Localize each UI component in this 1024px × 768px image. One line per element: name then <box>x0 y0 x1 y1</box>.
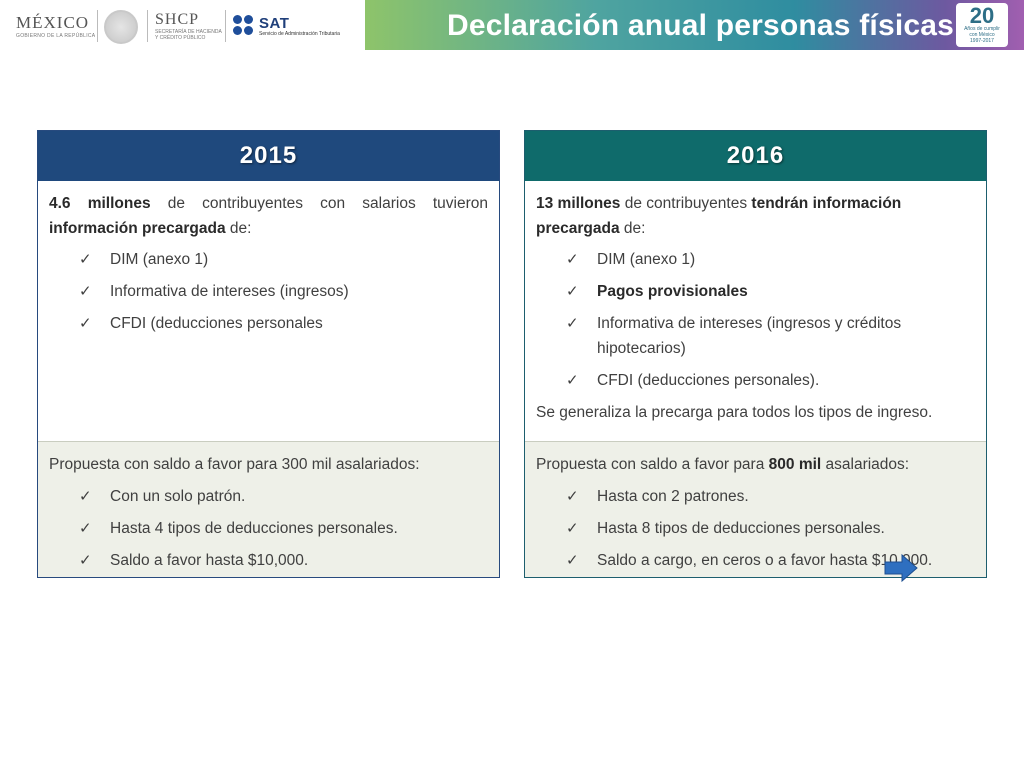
column-2016-precarga: 13 millones de contribuyentes tendrán in… <box>525 181 986 441</box>
column-2015-proposal-text: Propuesta con saldo a favor para 300 mil… <box>49 456 420 473</box>
column-2015-intro: 4.6 millones de contribuyentes con salar… <box>49 195 488 237</box>
anniversary-badge: 20 Años de cumplir con México 1997-2017 <box>956 3 1008 47</box>
title-bar: Declaración anual personas físicas 20 Añ… <box>365 0 1024 50</box>
list-item: ✓ DIM (anexo 1) <box>49 247 488 272</box>
mexico-logo: MÉXICO GOBIERNO DE LA REPÚBLICA <box>16 8 95 44</box>
check-icon: ✓ <box>79 488 92 505</box>
list-item: ✓ Hasta 8 tipos de deducciones personales… <box>536 516 975 541</box>
shcp-logo-name: SHCP <box>155 11 200 28</box>
logo-divider <box>147 10 148 42</box>
sat-logo-sub: Servicio de Administración Tributaria <box>259 30 340 37</box>
mexico-logo-name: MÉXICO <box>16 13 90 32</box>
list-item: ✓ Hasta con 2 patrones. <box>536 484 975 509</box>
logo-divider <box>97 10 98 42</box>
list-item: ✓ Informativa de intereses (ingresos y cr… <box>536 311 975 361</box>
badge-sub1: Años de cumplir <box>964 26 1000 32</box>
column-2016-proposal: Propuesta con saldo a favor para 800 mil… <box>525 441 986 577</box>
list-item: ✓ Saldo a favor hasta $10,000. <box>49 548 488 573</box>
list-item: ✓ Pagos provisionales <box>536 279 975 304</box>
list-item: ✓ Hasta 4 tipos de deducciones personales… <box>49 516 488 541</box>
list-item: ✓ Con un solo patrón. <box>49 484 488 509</box>
list-item: ✓ DIM (anexo 1) <box>536 247 975 272</box>
page-title: Declaración anual personas físicas <box>447 9 955 42</box>
column-2016-proposal-list: ✓ Hasta con 2 patrones. ✓ Hasta 8 tipos de… <box>536 484 975 573</box>
sat-logo: SAT Servicio de Administración Tributari… <box>233 8 340 44</box>
column-2016-year: 2016 <box>525 131 986 181</box>
check-icon: ✓ <box>79 251 92 268</box>
column-2016: 2016 13 millones de contribuyentes tendr… <box>524 130 987 578</box>
check-icon: ✓ <box>79 283 92 300</box>
sat-dots-icon <box>233 15 255 37</box>
column-2015-proposal: Propuesta con saldo a favor para 300 mil… <box>38 441 499 577</box>
check-icon: ✓ <box>566 488 579 505</box>
column-2015-year: 2015 <box>38 131 499 181</box>
next-arrow-icon[interactable] <box>884 553 918 583</box>
check-icon: ✓ <box>79 552 92 569</box>
check-icon: ✓ <box>79 315 92 332</box>
check-icon: ✓ <box>566 552 579 569</box>
shcp-logo-sub1: SECRETARÍA DE HACIENDA <box>155 29 222 35</box>
column-2015-proposal-list: ✓ Con un solo patrón. ✓ Hasta 4 tipos de d… <box>49 484 488 573</box>
national-seal-icon <box>104 10 138 44</box>
logo-divider <box>225 10 226 42</box>
badge-sub2: con México <box>969 32 995 38</box>
check-icon: ✓ <box>566 283 579 300</box>
check-icon: ✓ <box>566 520 579 537</box>
column-2015-list: ✓ DIM (anexo 1) ✓ Informativa de intereses… <box>49 247 488 336</box>
list-item: ✓ Informativa de intereses (ingresos) <box>49 279 488 304</box>
column-2015-precarga: 4.6 millones de contribuyentes con salar… <box>38 181 499 441</box>
column-2015: 2015 4.6 millones de contribuyentes con … <box>37 130 500 578</box>
column-2016-list: ✓ DIM (anexo 1) ✓ Pagos provisionales ✓ Inf… <box>536 247 975 393</box>
check-icon: ✓ <box>566 315 579 332</box>
badge-number: 20 <box>969 3 995 28</box>
list-item: ✓ CFDI (deducciones personales <box>49 311 488 336</box>
column-2016-proposal-text: Propuesta con saldo a favor para 800 mil… <box>536 456 910 473</box>
sat-logo-name: SAT <box>259 14 290 32</box>
header: MÉXICO GOBIERNO DE LA REPÚBLICA SHCP SEC… <box>0 0 1024 50</box>
badge-sub3: 1997-2017 <box>970 38 994 44</box>
list-item: ✓ CFDI (deducciones personales). <box>536 368 975 393</box>
mexico-logo-sub: GOBIERNO DE LA REPÚBLICA <box>16 33 96 39</box>
column-2016-intro: 13 millones de contribuyentes tendrán in… <box>536 195 902 237</box>
column-2016-footer: Se generaliza la precarga para todos los… <box>536 404 933 421</box>
check-icon: ✓ <box>79 520 92 537</box>
check-icon: ✓ <box>566 372 579 389</box>
list-item: ✓ Saldo a cargo, en ceros o a favor hasta… <box>536 548 975 573</box>
shcp-logo-sub2: Y CRÉDITO PÚBLICO <box>155 35 206 41</box>
shcp-logo: SHCP SECRETARÍA DE HACIENDA Y CRÉDITO PÚ… <box>155 8 222 44</box>
check-icon: ✓ <box>566 251 579 268</box>
